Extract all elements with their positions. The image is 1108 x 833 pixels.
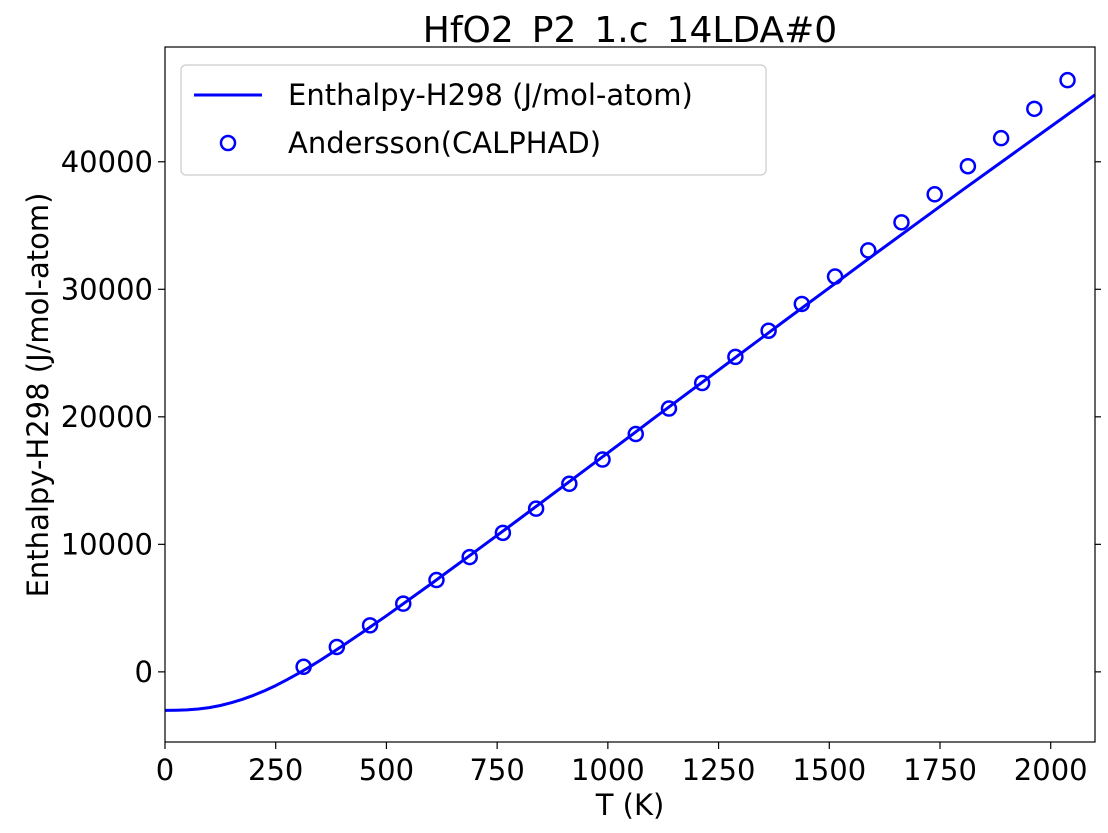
chart-title: HfO2_P2_1.c_14LDA#0 [423, 10, 837, 51]
x-tick-label: 1500 [792, 753, 866, 787]
calphad-data-point [328, 638, 346, 656]
plot-series [164, 71, 1096, 712]
calphad-data-point [561, 475, 578, 493]
x-tick-label: 1250 [682, 753, 756, 787]
y-tick-label: 30000 [61, 272, 153, 306]
x-tick-label: 2000 [1014, 753, 1088, 787]
calphad-data-point [494, 524, 512, 542]
calphad-data-point [893, 214, 910, 231]
calphad-data-point [959, 157, 977, 175]
y-tick-label: 20000 [61, 400, 153, 434]
calphad-data-point [1026, 100, 1043, 118]
legend-frame [180, 64, 767, 176]
calphad-data-point [760, 322, 777, 339]
y-tick-label: 10000 [61, 527, 153, 561]
legend: Enthalpy-H298 (J/mol-atom) Andersson(CAL… [180, 64, 767, 176]
x-tick-label: 250 [248, 753, 303, 787]
y-axis-label: Enthalpy-H298 (J/mol-atom) [21, 193, 55, 598]
y-tick-label: 40000 [61, 145, 153, 179]
legend-marker-swatch [219, 134, 237, 152]
enthalpy-series-line [164, 93, 1096, 712]
x-axis-label: T (K) [595, 788, 665, 822]
calphad-data-point [826, 268, 844, 285]
axis-ticks: 0 250 500 750 1000 1250 1500 1750 20000100002000… [61, 145, 1101, 787]
x-tick-label: 0 [156, 753, 174, 787]
calphad-data-point [594, 451, 611, 468]
calphad-data-point [361, 617, 379, 634]
calphad-data-point [860, 242, 877, 259]
x-tick-label: 1750 [903, 753, 977, 787]
x-tick-label: 750 [469, 753, 524, 787]
y-tick-label: 0 [135, 655, 153, 689]
calphad-data-point [295, 658, 312, 676]
calphad-data-point [527, 500, 545, 517]
calphad-data-point [992, 129, 1010, 147]
legend-label-andersson: Andersson(CALPHAD) [288, 126, 601, 160]
calphad-data-point [926, 186, 943, 203]
plot-frame [164, 46, 1096, 743]
calphad-data-point [660, 400, 678, 417]
calphad-data-point [793, 295, 811, 313]
legend-label-enthalpy: Enthalpy-H298 (J/mol-atom) [288, 78, 693, 112]
calphad-data-point [727, 348, 744, 366]
calphad-data-point [693, 374, 711, 392]
calphad-data-point [1059, 71, 1076, 89]
x-tick-label: 500 [359, 753, 414, 787]
x-tick-label: 1000 [571, 753, 645, 787]
calphad-data-point [395, 595, 412, 612]
calphad-data-point [428, 571, 445, 589]
calphad-data-point [627, 425, 645, 443]
calphad-data-point [461, 548, 478, 566]
